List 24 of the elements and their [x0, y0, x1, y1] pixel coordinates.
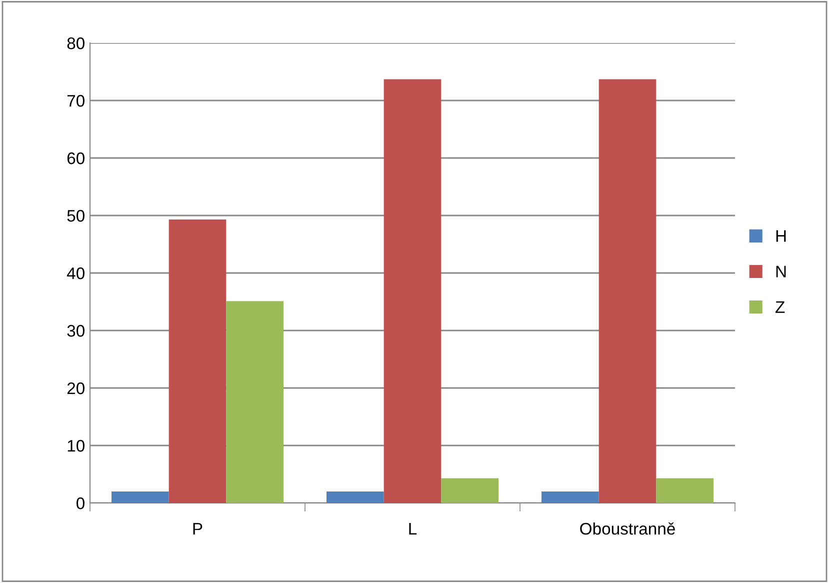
x-tick-label: L [409, 523, 417, 535]
bar [441, 478, 498, 503]
y-tick-label: 20 [67, 382, 84, 394]
legend-label: Z [776, 301, 785, 313]
bar [326, 492, 384, 503]
legend-label: N [776, 266, 786, 278]
legend-label: H [776, 230, 786, 242]
bar [112, 492, 169, 503]
bar [598, 79, 656, 503]
bar [168, 220, 226, 503]
y-tick-label: 40 [66, 267, 84, 280]
bar [542, 492, 599, 503]
y-tick-label: 10 [68, 440, 84, 452]
x-tick-label: P [193, 523, 202, 535]
y-tick-label: 60 [67, 152, 84, 164]
x-tick-label: Oboustranně [580, 522, 675, 535]
y-tick-label: 0 [76, 497, 84, 510]
y-tick-label: 50 [67, 210, 84, 222]
bar [226, 301, 284, 503]
bar [656, 478, 714, 503]
y-tick-label: 30 [67, 324, 84, 337]
y-tick-label: 70 [67, 94, 84, 107]
y-tick-label: 80 [67, 37, 84, 50]
bar [384, 79, 442, 503]
